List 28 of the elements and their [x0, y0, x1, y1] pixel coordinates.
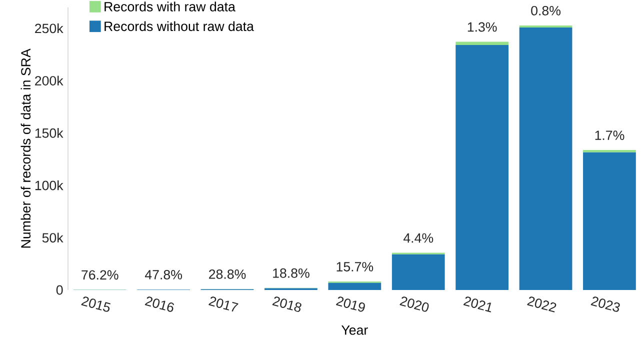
y-tick-label: 0	[56, 285, 63, 295]
x-tick-label: 2023	[590, 296, 620, 312]
x-tick-label: 2020	[400, 296, 429, 312]
annotation: 4.4%	[403, 233, 434, 243]
annotation: 1.3%	[468, 22, 497, 32]
x-tick-label: 2019	[336, 296, 365, 312]
annotation: 15.7%	[336, 262, 374, 272]
y-tick-label: 150k	[35, 128, 64, 138]
annotation: 28.8%	[209, 269, 246, 279]
annotation: 0.8%	[531, 6, 560, 16]
annotation: 1.7%	[595, 130, 624, 140]
x-tick-label: 2021	[463, 296, 492, 312]
annotation: 18.8%	[273, 268, 310, 278]
annotation: 47.8%	[144, 270, 182, 280]
x-axis-title: Year	[341, 325, 368, 335]
y-tick-label: 50k	[42, 232, 64, 243]
y-tick-label: 200k	[35, 76, 64, 86]
x-tick-label: 2018	[272, 296, 302, 312]
y-axis-title: Number of records of data in SRA	[20, 48, 31, 248]
x-tick-label: 2022	[527, 296, 556, 312]
legend-label: Records without raw data	[104, 21, 254, 32]
x-tick-label: 2017	[208, 296, 238, 312]
x-tick-label: 2015	[81, 296, 110, 312]
y-tick-label: 100k	[35, 180, 64, 190]
x-tick-label: 2016	[144, 296, 174, 312]
annotation: 76.2%	[82, 270, 118, 280]
y-tick-label: 250k	[35, 23, 64, 34]
legend-label: Records with raw data	[104, 2, 236, 12]
